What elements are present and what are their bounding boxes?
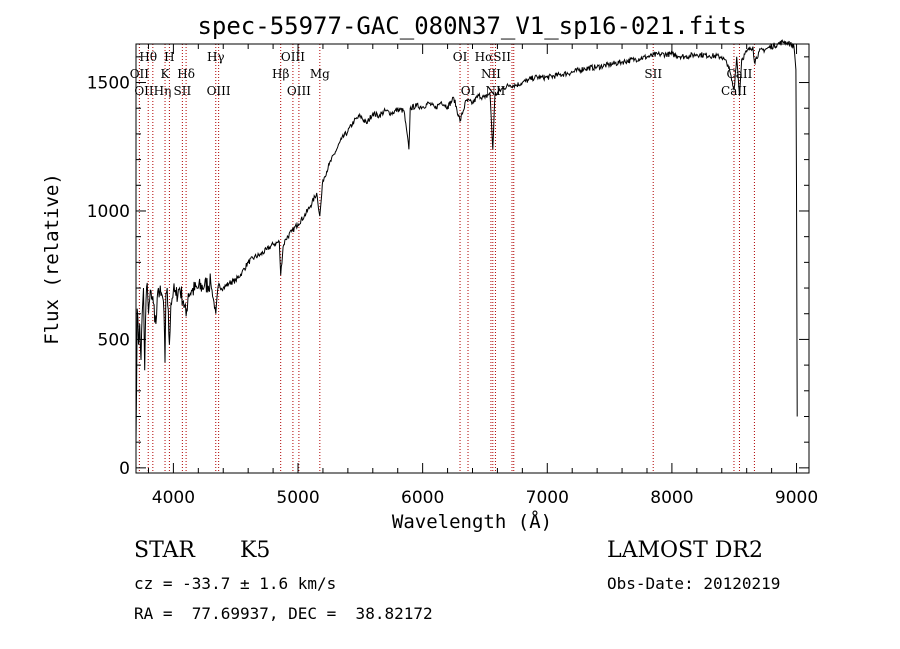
line-label: SII	[644, 67, 662, 81]
x-tick-label: 5000	[276, 488, 319, 508]
y-tick-label: 0	[119, 459, 130, 479]
x-tick-label: 8000	[650, 488, 693, 508]
object-type: STAR	[134, 538, 195, 563]
line-label: OIII	[281, 50, 305, 64]
line-label: Hβ	[272, 67, 289, 81]
survey-name: LAMOST DR2	[607, 538, 763, 563]
line-label: CaII	[727, 67, 753, 81]
line-label: SII	[174, 84, 192, 98]
spectrum-series	[135, 39, 798, 443]
coordinates: RA = 77.69937, DEC = 38.82172	[134, 604, 433, 623]
line-label: NII	[485, 84, 505, 98]
object-subclass: K5	[240, 538, 271, 563]
axis-ticks: 4000 5000 6000 7000 8000 9000 0 500 1000 1500	[87, 44, 818, 508]
line-label: OII	[130, 67, 150, 81]
line-label: Hδ	[177, 67, 195, 81]
line-label: OI	[461, 84, 476, 98]
line-label: NII	[481, 67, 501, 81]
obs-date: Obs-Date: 20120219	[607, 574, 781, 593]
x-axis-title: Wavelength (Å)	[392, 510, 552, 533]
line-label: OI	[453, 50, 468, 64]
line-label: OIII	[287, 84, 311, 98]
x-tick-label: 9000	[775, 488, 818, 508]
y-tick-label: 1500	[87, 74, 130, 94]
line-label: K	[161, 67, 171, 81]
plot-frame	[135, 43, 810, 474]
y-tick-label: 1000	[87, 202, 130, 222]
spectrum-line	[135, 39, 798, 443]
line-label: Mg	[310, 67, 330, 81]
line-label: Hγ	[207, 50, 225, 64]
x-tick-label: 7000	[526, 488, 569, 508]
line-label: H	[164, 50, 174, 64]
redshift-text: cz = -33.7 ± 1.6 km/s	[134, 574, 337, 593]
line-label: OIII	[207, 84, 231, 98]
line-label: OIIHη	[134, 84, 171, 98]
line-label: HαSII	[475, 50, 512, 64]
chart-title: spec-55977-GAC_080N37_V1_sp16-021.fits	[197, 12, 746, 40]
line-label: Hθ	[139, 50, 157, 64]
x-tick-label: 4000	[152, 488, 195, 508]
x-tick-label: 6000	[401, 488, 444, 508]
line-label: CaII	[721, 84, 747, 98]
spectral-line-markers: Hθ OII OIIHη HK Hδ SII Hγ OIII OIII Hβ Mg OIII OI OI H…	[130, 44, 755, 473]
y-axis-title: Flux (relative)	[41, 173, 63, 345]
y-tick-label: 500	[98, 330, 130, 350]
